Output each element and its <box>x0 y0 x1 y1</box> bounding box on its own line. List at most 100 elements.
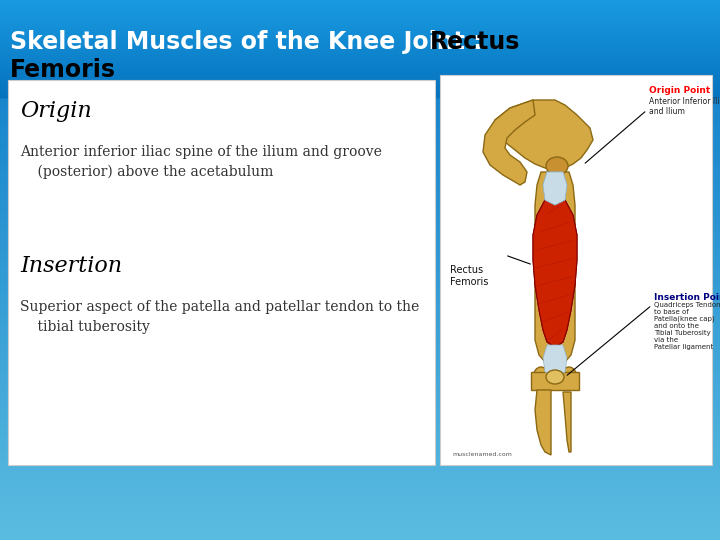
Bar <box>0 294 720 297</box>
Bar <box>0 221 720 224</box>
Bar <box>0 446 720 448</box>
Polygon shape <box>533 195 577 347</box>
Bar <box>0 305 720 308</box>
Bar <box>0 19 720 22</box>
Bar <box>0 240 720 243</box>
Bar <box>0 435 720 437</box>
Bar <box>0 462 720 464</box>
Bar <box>0 454 720 456</box>
Bar <box>0 513 720 516</box>
Bar <box>0 537 720 540</box>
Text: Anterior Inferior Iliac Spine
and Ilium: Anterior Inferior Iliac Spine and Ilium <box>649 97 720 117</box>
Bar <box>0 456 720 459</box>
Bar <box>0 132 720 135</box>
Bar <box>0 89 720 92</box>
Bar <box>0 351 720 354</box>
Bar <box>0 413 720 416</box>
Bar <box>0 491 720 494</box>
Bar <box>0 354 720 356</box>
Bar <box>0 46 720 49</box>
Bar <box>0 386 720 389</box>
FancyBboxPatch shape <box>8 80 435 465</box>
Bar <box>0 316 720 319</box>
Bar <box>0 518 720 521</box>
Bar <box>0 173 720 176</box>
Bar <box>0 170 720 173</box>
Bar <box>0 165 720 167</box>
FancyBboxPatch shape <box>440 75 712 465</box>
Bar <box>0 524 720 526</box>
Bar <box>0 167 720 170</box>
Bar <box>0 246 720 248</box>
Bar <box>0 86 720 89</box>
Bar <box>0 232 720 235</box>
Bar <box>0 189 720 192</box>
Bar <box>0 489 720 491</box>
Polygon shape <box>535 172 575 365</box>
Bar <box>0 116 720 119</box>
Bar <box>0 481 720 483</box>
Bar <box>0 224 720 227</box>
Bar <box>0 340 720 343</box>
Bar <box>0 432 720 435</box>
Text: Rectus: Rectus <box>430 30 521 54</box>
Bar <box>0 178 720 181</box>
Bar <box>0 216 720 219</box>
Bar <box>0 332 720 335</box>
Bar <box>0 146 720 148</box>
Bar <box>0 92 720 94</box>
Bar <box>0 251 720 254</box>
Text: Anterior inferior iliac spine of the ilium and groove
    (posterior) above the : Anterior inferior iliac spine of the ili… <box>20 145 382 179</box>
Bar <box>0 35 720 38</box>
Bar <box>0 227 720 229</box>
Bar <box>0 297 720 300</box>
Bar <box>0 397 720 400</box>
Bar <box>0 243 720 246</box>
Bar <box>0 451 720 454</box>
Bar <box>0 84 720 86</box>
Bar <box>0 443 720 445</box>
Bar <box>0 265 720 267</box>
Bar <box>0 143 720 146</box>
Bar <box>0 483 720 486</box>
Text: Superior aspect of the patella and patellar tendon to the
    tibial tuberosity: Superior aspect of the patella and patel… <box>20 300 419 334</box>
Bar <box>0 286 720 289</box>
Bar <box>0 300 720 302</box>
Bar <box>0 324 720 327</box>
Bar <box>0 22 720 24</box>
Bar <box>0 335 720 338</box>
Bar <box>0 202 720 205</box>
Bar <box>0 70 720 73</box>
Text: Skeletal Muscles of the Knee Joint :: Skeletal Muscles of the Knee Joint : <box>10 30 491 54</box>
Ellipse shape <box>533 367 549 389</box>
Bar <box>0 373 720 375</box>
Bar <box>0 122 720 124</box>
Bar <box>0 130 720 132</box>
Bar <box>0 8 720 11</box>
Bar <box>0 516 720 518</box>
Bar <box>0 208 720 211</box>
Bar <box>0 319 720 321</box>
Bar <box>0 526 720 529</box>
Text: Insertion: Insertion <box>20 255 122 277</box>
Bar <box>0 521 720 524</box>
Bar <box>0 40 720 43</box>
Bar <box>0 54 720 57</box>
Bar <box>0 505 720 508</box>
Bar <box>0 38 720 40</box>
Text: musclenamed.com: musclenamed.com <box>452 452 512 457</box>
Bar <box>531 372 579 390</box>
Text: Quadriceps Tendon
to base of
Patella(knee cap)
and onto the
Tibial Tuberosity
vi: Quadriceps Tendon to base of Patella(kne… <box>654 302 720 350</box>
Bar <box>0 94 720 97</box>
Bar <box>0 478 720 481</box>
Text: Insertion Point: Insertion Point <box>654 293 720 302</box>
Bar <box>0 181 720 184</box>
Bar <box>0 256 720 259</box>
Bar <box>0 49 720 51</box>
Bar <box>0 472 720 475</box>
Bar <box>0 154 720 157</box>
Bar <box>0 448 720 451</box>
Bar <box>0 267 720 270</box>
Ellipse shape <box>546 157 568 175</box>
Bar <box>0 270 720 273</box>
